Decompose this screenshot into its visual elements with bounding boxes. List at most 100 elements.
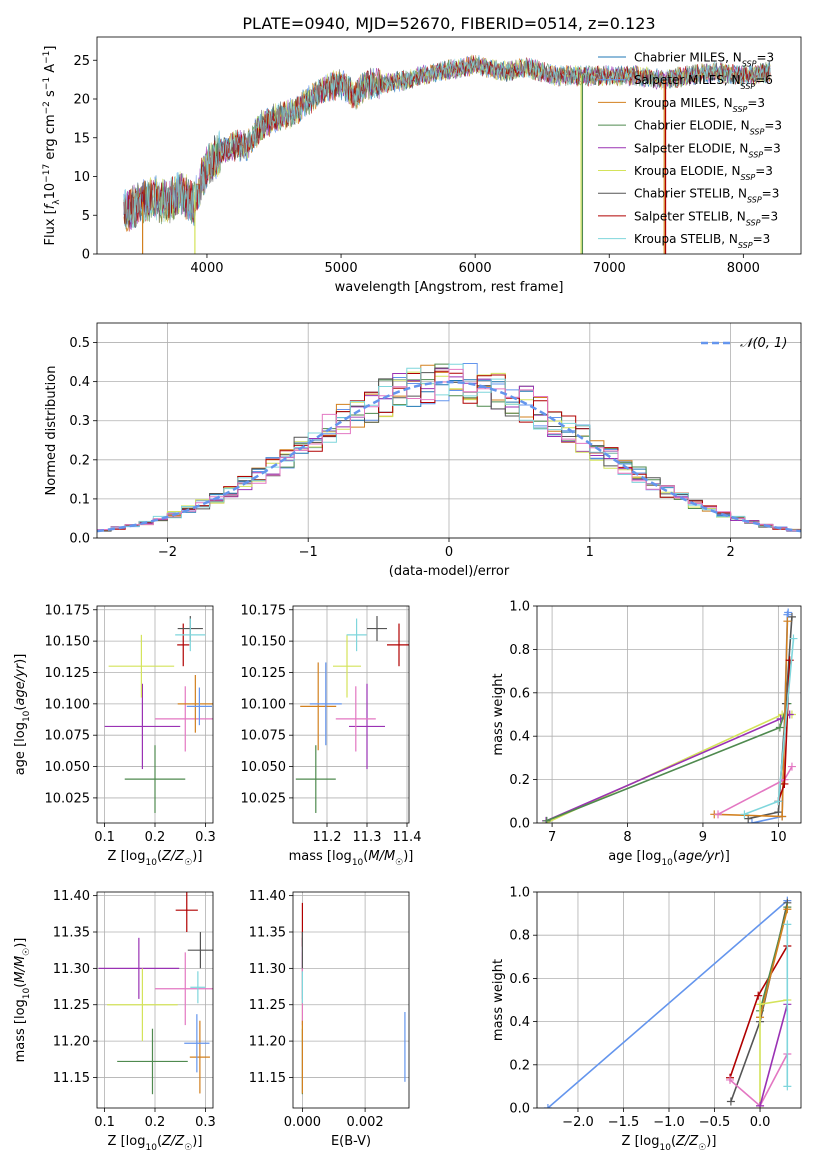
weight-marker	[787, 612, 796, 621]
weight-series	[756, 903, 792, 1015]
error-bar-point	[107, 968, 178, 1042]
error-bar-point	[175, 892, 198, 932]
weight-marker	[787, 762, 796, 771]
weight-marker	[756, 1000, 765, 1009]
legend-label: Chabrier MILES, NSSP=3	[634, 51, 774, 69]
plot-area	[295, 616, 409, 813]
error-bar-point	[333, 634, 361, 698]
x-tick-label: −2	[158, 545, 177, 560]
x-tick-label: 7	[548, 830, 556, 845]
spectrum-line	[123, 55, 771, 232]
y-tick-label: 10.050	[241, 760, 287, 775]
weight-marker	[542, 816, 551, 823]
y-tick-label: 0.8	[509, 643, 530, 658]
x-axis-label: Z [log10(Z/Z☉)]	[622, 1134, 717, 1153]
y-tick-label: 0.8	[509, 929, 530, 944]
x-tick-label: 11.2	[313, 830, 342, 845]
plot-area	[123, 54, 771, 254]
error-bar-point	[349, 683, 385, 770]
plot-area	[542, 608, 798, 823]
error-bar-point	[300, 662, 337, 751]
weight-marker	[783, 1082, 792, 1091]
plot-area	[543, 896, 792, 1108]
x-tick-label: 1	[586, 545, 594, 560]
axes-frame	[96, 322, 802, 539]
weight-line	[759, 909, 789, 1018]
error-bar-point	[177, 674, 213, 733]
y-tick-label: 0.6	[509, 972, 530, 987]
weight-line	[545, 713, 791, 822]
y-tick-label: 11.15	[53, 1071, 90, 1086]
error-bar-point	[184, 1014, 210, 1073]
axes-frame	[96, 605, 214, 824]
x-tick-label: 0.002	[346, 1115, 383, 1130]
x-axis-label: age [log10(age/yr)]	[608, 849, 730, 868]
x-axis-label: Z [log10(Z/Z☉)]	[108, 1134, 203, 1153]
y-axis-label: mass [log10(M/M☉)]	[13, 938, 32, 1063]
panel-2: −2 −1 0 1 2 0.0 0.1 0.2 0.3 0.4 0.5 (data-model)/er…	[44, 322, 802, 579]
y-tick-label: 10	[73, 170, 90, 185]
y-tick-label: 10.175	[45, 603, 91, 618]
y-tick-label: 10.175	[241, 603, 287, 618]
legend-label: Chabrier STELIB, NSSP=3	[634, 187, 779, 205]
axes-frame	[292, 605, 410, 824]
y-axis-label: mass weight	[491, 959, 506, 1041]
x-axis-label: Z [log10(Z/Z☉)]	[108, 849, 203, 868]
y-tick-label: 0.0	[509, 1102, 530, 1117]
y-tick-label: 11.20	[53, 1035, 90, 1050]
y-tick-label: 0.1	[69, 492, 90, 507]
error-bar-point	[387, 623, 409, 667]
y-tick-label: 0	[82, 248, 90, 263]
weight-line	[729, 945, 788, 1079]
y-tick-label: 10.075	[241, 729, 287, 744]
weight-line	[759, 1004, 789, 1107]
weight-marker	[780, 779, 789, 788]
x-tick-label: −0.5	[699, 1115, 731, 1130]
error-bar-point	[309, 662, 342, 746]
axes-frame	[536, 605, 802, 824]
x-tick-label: 0.3	[195, 1115, 216, 1130]
legend-label: Salpeter STELIB, NSSP=3	[634, 209, 778, 227]
x-tick-label: 0.1	[94, 1115, 115, 1130]
error-bar-point	[190, 971, 206, 1004]
error-bar-point	[295, 745, 336, 813]
legend-label: Kroupa MILES, NSSP=3	[634, 96, 765, 114]
x-tick-label: −1	[299, 545, 318, 560]
weight-marker	[778, 812, 787, 821]
x-tick-label: −1.5	[608, 1115, 640, 1130]
x-tick-label: 0	[445, 545, 453, 560]
x-tick-label: 6000	[459, 261, 492, 276]
y-tick-label: 10.025	[241, 791, 287, 806]
y-tick-label: 0.0	[69, 532, 90, 547]
error-bar-point	[335, 686, 376, 752]
weight-series	[744, 612, 796, 823]
y-tick-label: 0.4	[69, 375, 90, 390]
weight-marker	[775, 723, 784, 732]
axes-frame	[96, 891, 214, 1109]
x-tick-label: 9	[699, 830, 707, 845]
y-tick-label: 11.25	[249, 998, 286, 1013]
weight-series	[783, 920, 792, 1091]
error-bar-point	[108, 634, 175, 698]
y-tick-label: 0.2	[69, 453, 90, 468]
weight-marker	[784, 608, 793, 617]
y-tick-label: 11.15	[249, 1071, 286, 1086]
axes-frame	[292, 891, 410, 1109]
weight-marker	[725, 1075, 734, 1084]
weight-marker	[774, 797, 783, 806]
axes-frame	[96, 36, 802, 255]
y-tick-label: 10.125	[45, 666, 91, 681]
y-axis-label: Normed distribution	[44, 366, 59, 496]
legend-label: Kroupa STELIB, NSSP=3	[634, 232, 770, 250]
y-tick-label: 10.150	[241, 635, 287, 650]
y-tick-label: 0.5	[69, 336, 90, 351]
y-tick-label: 11.30	[53, 962, 90, 977]
x-tick-label: −1.0	[653, 1115, 685, 1130]
x-axis-label: E(B-V)	[331, 1134, 371, 1149]
y-axis-label: age [log10(age/yr)]	[13, 654, 32, 776]
y-tick-label: 11.40	[53, 889, 90, 904]
plot-area	[104, 616, 213, 813]
x-tick-label: 0.3	[195, 830, 216, 845]
plot-area	[301, 902, 406, 1095]
